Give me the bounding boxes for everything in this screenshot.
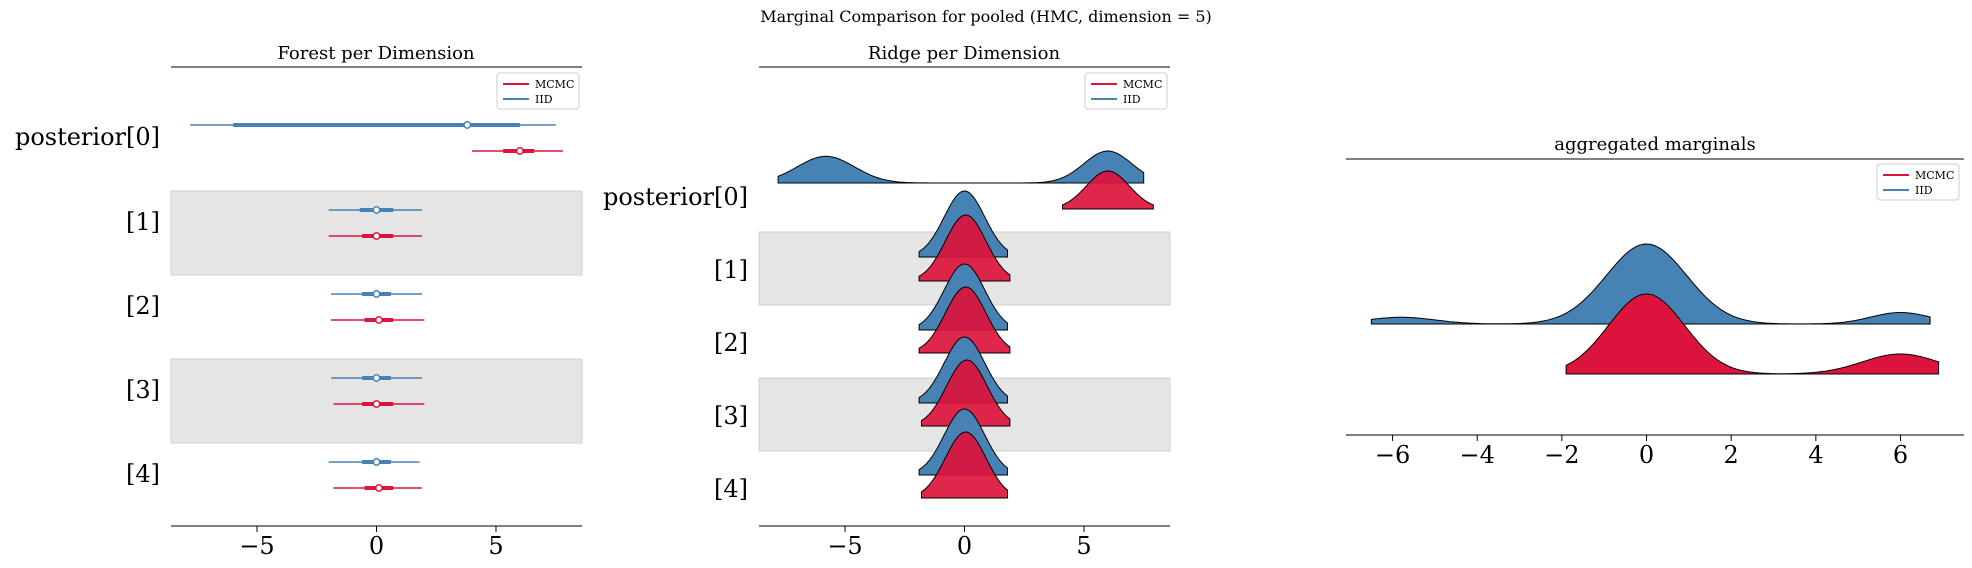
ridge-mcmc-density — [918, 214, 1011, 282]
forest-median-point — [372, 458, 381, 466]
forest-median-point — [515, 147, 524, 155]
forest-legend-label: IID — [535, 93, 553, 106]
ridge-row-label: [2] — [714, 329, 748, 357]
aggregated-x-tick-label: 4 — [1808, 441, 1823, 469]
forest-legend-label: MCMC — [535, 78, 574, 91]
ridge-mcmc-density — [1062, 170, 1154, 210]
forest-title: Forest per Dimension — [277, 43, 475, 64]
ridge-title: Ridge per Dimension — [868, 43, 1061, 64]
aggregated-legend-label: IID — [1915, 184, 1933, 197]
forest-median-point — [372, 290, 381, 298]
aggregated-panel: aggregated marginals −6 −4 −2 0 2 4 6 MCMC IID — [1346, 134, 1964, 469]
forest-median-point — [374, 484, 383, 492]
aggregated-legend-label: MCMC — [1915, 169, 1954, 182]
forest-median-point — [463, 121, 472, 129]
forest-median-point — [374, 316, 383, 324]
forest-x-tick-label: 5 — [488, 532, 503, 560]
forest-median-point — [372, 400, 381, 408]
forest-median-point — [372, 232, 381, 240]
ridge-row-label: [4] — [714, 475, 748, 503]
ridge-legend-label: IID — [1123, 93, 1141, 106]
ridge-legend-label: MCMC — [1123, 78, 1162, 91]
ridge-x-tick-label: 0 — [957, 532, 972, 560]
ridge-iid-density — [777, 150, 1145, 184]
forest-x-tick-label: 0 — [369, 532, 384, 560]
forest-row-label: [4] — [126, 460, 160, 488]
ridge-row-label: [1] — [714, 256, 748, 284]
ridge-mcmc-density — [921, 359, 1011, 427]
aggregated-x-tick-label: −2 — [1544, 441, 1579, 469]
ridge-x-tick-label: −5 — [827, 532, 862, 560]
aggregated-iid-density — [1370, 243, 1931, 325]
ridge-row-label: posterior[0] — [603, 183, 748, 211]
aggregated-x-tick-label: −4 — [1460, 441, 1495, 469]
ridge-x-tick-label: 5 — [1076, 532, 1091, 560]
forest-x-tick-label: −5 — [239, 532, 274, 560]
forest-row-label: [1] — [126, 208, 160, 236]
aggregated-title: aggregated marginals — [1554, 134, 1755, 155]
ridge-mcmc-density — [918, 286, 1011, 354]
aggregated-x-tick-label: 2 — [1724, 441, 1739, 469]
aggregated-mcmc-density — [1565, 293, 1940, 375]
forest-row-label: posterior[0] — [15, 123, 160, 151]
aggregated-x-tick-label: −6 — [1375, 441, 1410, 469]
ridge-panel: Ridge per Dimension −5 0 5 posterior[0] [1] [… — [603, 43, 1171, 560]
forest-median-point — [372, 206, 381, 214]
forest-row-label: [2] — [126, 292, 160, 320]
forest-row-label: [3] — [126, 376, 160, 404]
ridge-mcmc-density — [921, 431, 1008, 499]
ridge-row-label: [3] — [714, 402, 748, 430]
aggregated-x-tick-label: 6 — [1893, 441, 1908, 469]
figure-suptitle: Marginal Comparison for pooled (HMC, dim… — [760, 7, 1212, 26]
aggregated-x-tick-label: 0 — [1639, 441, 1654, 469]
forest-panel: Forest per Dimension −5 0 5 posterior[0] [1]… — [15, 43, 583, 560]
forest-median-point — [372, 374, 381, 382]
